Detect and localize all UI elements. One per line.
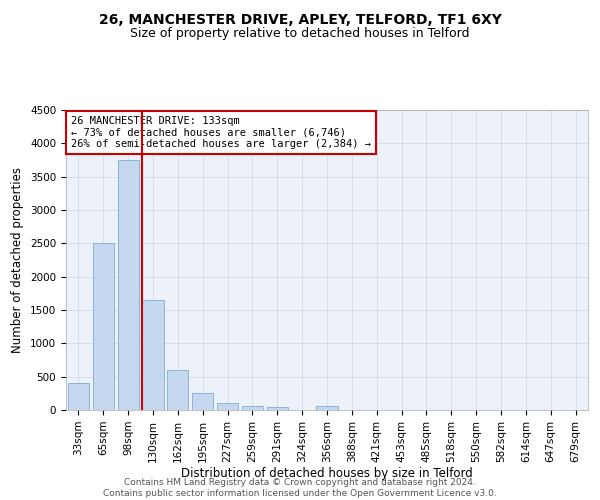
Text: 26, MANCHESTER DRIVE, APLEY, TELFORD, TF1 6XY: 26, MANCHESTER DRIVE, APLEY, TELFORD, TF… — [98, 12, 502, 26]
Text: Size of property relative to detached houses in Telford: Size of property relative to detached ho… — [130, 28, 470, 40]
Bar — [167, 370, 188, 410]
Bar — [118, 160, 139, 410]
Text: 26 MANCHESTER DRIVE: 133sqm
← 73% of detached houses are smaller (6,746)
26% of : 26 MANCHESTER DRIVE: 133sqm ← 73% of det… — [71, 116, 371, 149]
Bar — [242, 406, 263, 410]
Bar — [142, 300, 164, 410]
Bar — [316, 406, 338, 410]
Bar — [93, 244, 114, 410]
Bar — [192, 394, 213, 410]
Bar — [267, 406, 288, 410]
Bar — [217, 402, 238, 410]
X-axis label: Distribution of detached houses by size in Telford: Distribution of detached houses by size … — [181, 468, 473, 480]
Y-axis label: Number of detached properties: Number of detached properties — [11, 167, 25, 353]
Text: Contains HM Land Registry data © Crown copyright and database right 2024.
Contai: Contains HM Land Registry data © Crown c… — [103, 478, 497, 498]
Bar — [68, 384, 89, 410]
